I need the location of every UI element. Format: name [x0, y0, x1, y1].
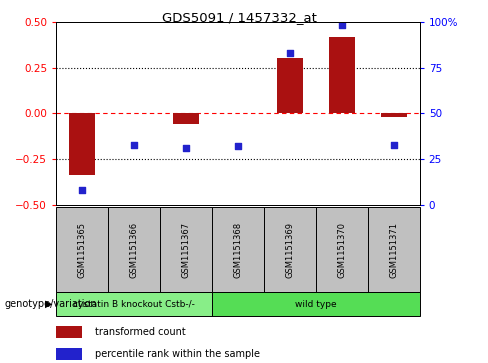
- Text: GSM1151371: GSM1151371: [389, 221, 398, 278]
- Point: [286, 50, 294, 56]
- Bar: [277, 57, 303, 113]
- Bar: [69, 113, 95, 175]
- Point: [234, 143, 242, 149]
- Text: GSM1151366: GSM1151366: [129, 221, 139, 278]
- Point: [78, 188, 86, 193]
- Bar: [212, 207, 264, 292]
- Bar: [368, 207, 420, 292]
- Bar: [212, 292, 420, 316]
- Bar: [56, 326, 82, 338]
- Text: genotype/variation: genotype/variation: [5, 299, 98, 309]
- Bar: [56, 292, 212, 316]
- Text: percentile rank within the sample: percentile rank within the sample: [95, 349, 260, 359]
- Bar: [173, 113, 199, 123]
- Bar: [329, 37, 355, 113]
- Bar: [108, 207, 160, 292]
- Text: GDS5091 / 1457332_at: GDS5091 / 1457332_at: [162, 11, 317, 24]
- Text: ▶: ▶: [45, 299, 53, 309]
- Point: [338, 23, 346, 28]
- Text: GSM1151368: GSM1151368: [233, 221, 243, 278]
- Text: GSM1151370: GSM1151370: [337, 221, 346, 278]
- Text: cystatin B knockout Cstb-/-: cystatin B knockout Cstb-/-: [73, 299, 195, 309]
- Text: transformed count: transformed count: [95, 327, 185, 337]
- Bar: [264, 207, 316, 292]
- Text: GSM1151369: GSM1151369: [285, 221, 294, 278]
- Bar: [381, 113, 407, 117]
- Bar: [316, 207, 368, 292]
- Point: [182, 145, 190, 151]
- Text: GSM1151365: GSM1151365: [78, 221, 86, 278]
- Bar: [56, 207, 108, 292]
- Point: [390, 142, 398, 147]
- Text: GSM1151367: GSM1151367: [182, 221, 190, 278]
- Bar: [56, 348, 82, 360]
- Bar: [160, 207, 212, 292]
- Point: [130, 142, 138, 147]
- Text: wild type: wild type: [295, 299, 337, 309]
